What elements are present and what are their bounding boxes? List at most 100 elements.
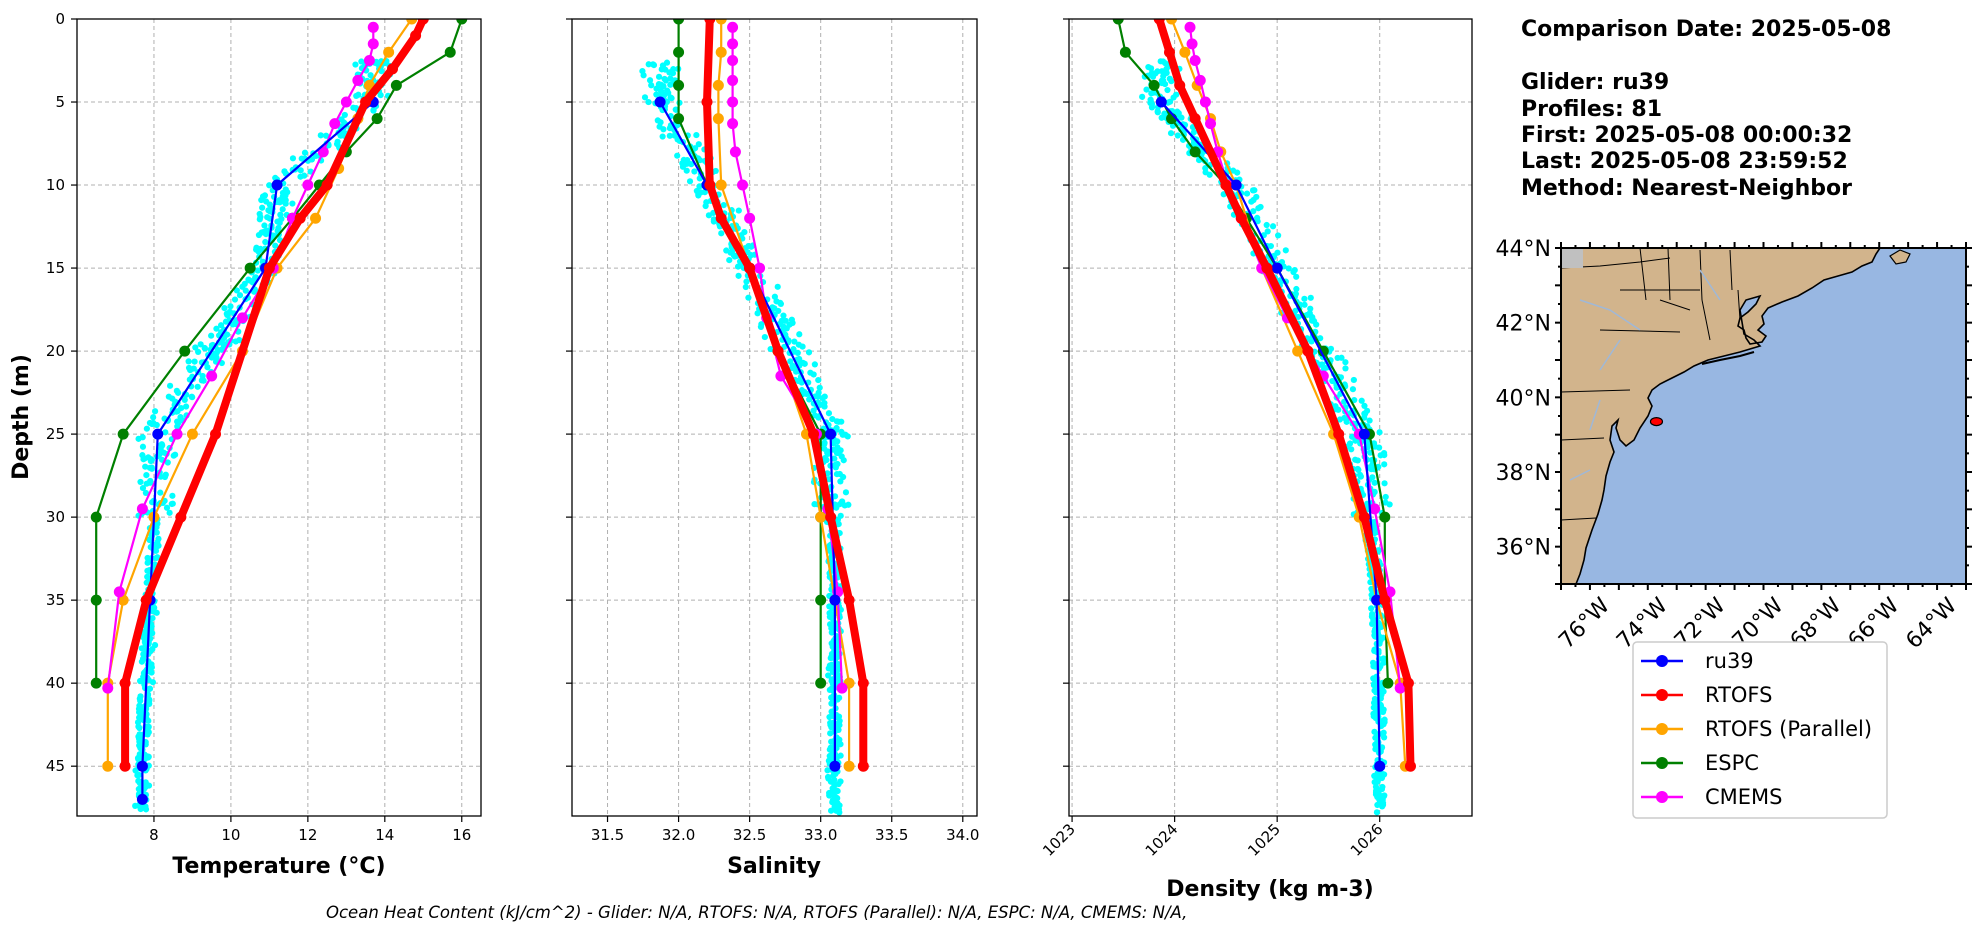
series-point-cmems bbox=[727, 74, 739, 86]
series-point-cmems bbox=[836, 682, 848, 694]
glider-scatter-point bbox=[274, 218, 281, 225]
glider-scatter-point bbox=[839, 498, 846, 505]
depth-tick-label: 30 bbox=[46, 508, 65, 526]
glider-scatter-point bbox=[1190, 129, 1197, 136]
glider-scatter-point bbox=[831, 781, 838, 789]
glider-scatter-point bbox=[213, 354, 220, 361]
glider-scatter-point bbox=[145, 698, 152, 705]
glider-scatter-point bbox=[272, 242, 279, 249]
glider-scatter-point bbox=[1371, 728, 1378, 735]
series-point-cmems bbox=[352, 74, 364, 86]
glider-scatter-point bbox=[1336, 416, 1343, 423]
glider-scatter-point bbox=[1164, 86, 1171, 94]
glider-scatter-point bbox=[661, 75, 668, 83]
glider-scatter-point bbox=[787, 358, 794, 365]
glider-scatter-point bbox=[165, 393, 172, 400]
glider-scatter-point bbox=[1269, 223, 1277, 230]
glider-scatter-point bbox=[815, 389, 822, 396]
glider-scatter-point bbox=[685, 160, 692, 167]
glider-scatter-point bbox=[1149, 73, 1157, 80]
glider-scatter-point bbox=[155, 535, 162, 542]
glider-scatter-point bbox=[703, 199, 710, 206]
glider-scatter-point bbox=[136, 702, 143, 709]
glider-scatter-point bbox=[1307, 305, 1314, 312]
glider-scatter-point bbox=[655, 73, 663, 80]
series-point-cmems bbox=[171, 428, 183, 440]
glider-scatter-point bbox=[640, 72, 647, 79]
temperature-tick-label: 16 bbox=[452, 826, 471, 844]
glider-scatter-point bbox=[1301, 301, 1308, 308]
series-point-rtofs-parallel- bbox=[1179, 46, 1191, 58]
glider-scatter-point bbox=[791, 338, 798, 345]
glider-scatter-point bbox=[144, 724, 152, 731]
glider-scatter-point bbox=[1382, 493, 1389, 501]
series-point-rtofs bbox=[387, 63, 399, 75]
glider-scatter-point bbox=[151, 642, 159, 649]
density-tick-label: 1026 bbox=[1347, 820, 1387, 860]
glider-scatter-point bbox=[1371, 479, 1378, 486]
glider-scatter-point bbox=[149, 615, 156, 622]
glider-scatter-point bbox=[153, 609, 160, 616]
depth-tick-label: 0 bbox=[55, 10, 65, 28]
glider-scatter-point bbox=[782, 317, 789, 324]
glider-scatter-point bbox=[147, 479, 154, 486]
comparison-date: Comparison Date: 2025-05-08 bbox=[1521, 17, 1891, 42]
series-point-ru39 bbox=[1371, 594, 1383, 606]
glider-scatter-point bbox=[815, 376, 822, 384]
glider-scatter-point bbox=[1307, 294, 1314, 301]
glider-scatter-point bbox=[743, 278, 750, 285]
series-point-cmems bbox=[727, 21, 739, 33]
glider-scatter-point bbox=[845, 501, 852, 508]
glider-scatter-point bbox=[188, 393, 195, 400]
glider-scatter-point bbox=[1375, 786, 1382, 794]
series-point-rtofs bbox=[1153, 19, 1165, 25]
glider-scatter-point bbox=[1257, 203, 1264, 211]
glider-scatter-point bbox=[1370, 710, 1377, 717]
glider-scatter-point bbox=[1293, 285, 1300, 293]
glider-scatter-point bbox=[144, 567, 151, 574]
series-point-ru39 bbox=[1358, 428, 1370, 440]
series-point-ru39 bbox=[829, 594, 841, 606]
glider-scatter-point bbox=[1371, 778, 1378, 786]
series-point-rtofs-parallel- bbox=[712, 79, 724, 91]
glider-scatter-point bbox=[242, 287, 249, 294]
series-point-rtofs bbox=[1174, 79, 1186, 91]
glider-scatter-point bbox=[672, 106, 679, 113]
temperature-axis-label: Temperature (°C) bbox=[172, 854, 385, 879]
glider-scatter-point bbox=[194, 383, 201, 390]
series-point-espc bbox=[1189, 146, 1201, 158]
map-inset: 36°N38°N40°N42°N44°N76°W74°W72°W70°W68°W… bbox=[1496, 237, 1972, 654]
series-point-espc bbox=[1112, 19, 1124, 25]
salinity-profiles bbox=[654, 19, 869, 772]
map-lon-label: 64°W bbox=[1901, 593, 1962, 654]
glider-scatter-point bbox=[835, 521, 842, 528]
glider-scatter-point bbox=[832, 461, 839, 469]
glider-scatter-point bbox=[134, 719, 142, 726]
glider-scatter-point bbox=[1369, 659, 1377, 666]
glider-scatter-point bbox=[261, 222, 268, 229]
glider-scatter-point bbox=[683, 167, 690, 174]
glider-scatter-point bbox=[139, 443, 147, 450]
glider-scatter-point bbox=[777, 300, 784, 308]
salinity-axis-label: Salinity bbox=[727, 854, 821, 879]
glider-scatter-point bbox=[741, 228, 748, 236]
series-point-espc bbox=[90, 677, 102, 689]
depth-tick-label: 25 bbox=[46, 425, 65, 443]
glider-scatter-point bbox=[1293, 273, 1300, 280]
glider-scatter-point bbox=[828, 708, 835, 715]
temperature-profiles bbox=[90, 19, 468, 805]
glider-scatter-point bbox=[669, 70, 677, 77]
glider-scatter-point bbox=[693, 131, 700, 139]
series-point-espc bbox=[815, 594, 827, 606]
salinity-tick-label: 31.5 bbox=[591, 826, 624, 844]
depth-tick-label: 40 bbox=[46, 674, 65, 692]
glider-scatter-point bbox=[1346, 440, 1354, 447]
glider-scatter-point bbox=[279, 206, 286, 213]
glider-scatter-point bbox=[679, 160, 686, 167]
glider-scatter-point bbox=[1381, 461, 1388, 468]
series-point-cmems bbox=[367, 21, 379, 33]
series-point-cmems bbox=[744, 212, 756, 224]
glider-scatter-point bbox=[231, 296, 239, 303]
glider-scatter-point bbox=[152, 555, 160, 562]
series-point-espc bbox=[444, 46, 456, 58]
